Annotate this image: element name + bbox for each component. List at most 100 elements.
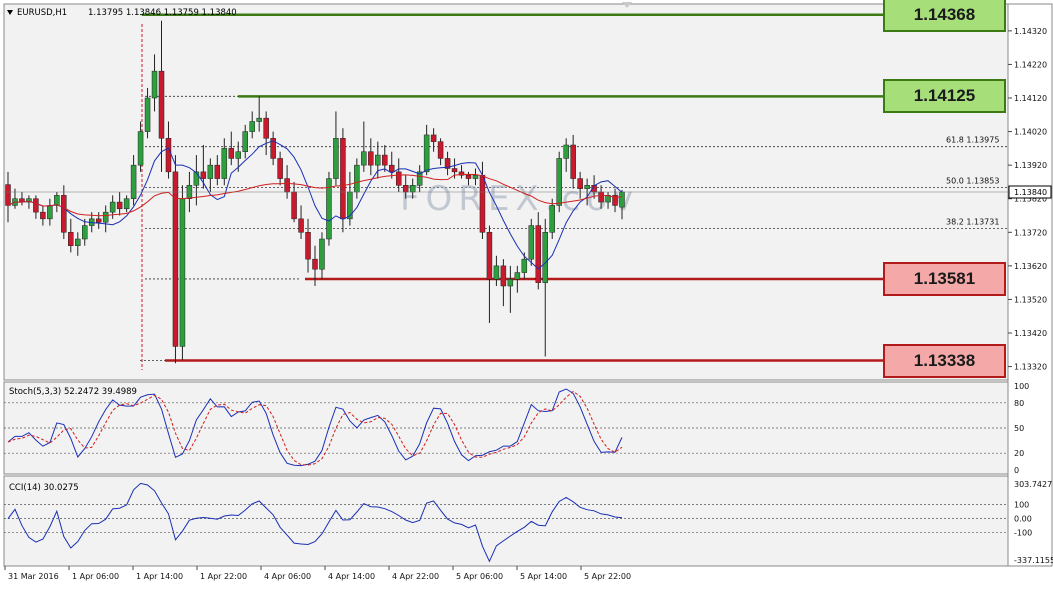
candle-body[interactable]	[430, 134, 437, 142]
candle-body[interactable]	[444, 158, 451, 169]
candle-body[interactable]	[102, 211, 109, 223]
candle-body[interactable]	[556, 158, 562, 206]
candle-body[interactable]	[458, 171, 465, 176]
candle-body[interactable]	[123, 198, 130, 210]
candle-body[interactable]	[368, 151, 374, 166]
candle-body[interactable]	[214, 164, 221, 179]
candle-body[interactable]	[130, 164, 137, 199]
candle-body[interactable]	[402, 185, 409, 193]
candle-body[interactable]	[61, 195, 67, 233]
candle-body[interactable]	[179, 198, 186, 347]
candle-body[interactable]	[172, 171, 179, 347]
candle-body[interactable]	[500, 265, 507, 287]
candle-body[interactable]	[207, 164, 214, 179]
cci-panel[interactable]	[3, 475, 1009, 567]
candle-body[interactable]	[375, 154, 381, 166]
candle-body[interactable]	[144, 97, 151, 132]
candle-body[interactable]	[305, 232, 311, 260]
candle-body[interactable]	[235, 151, 241, 159]
candle-body[interactable]	[340, 138, 346, 220]
candle-body[interactable]	[577, 178, 583, 189]
candle-body[interactable]	[40, 211, 46, 220]
price-axis-label: 1.14020	[1014, 128, 1047, 137]
candle-body[interactable]	[423, 134, 430, 173]
candle-body[interactable]	[347, 191, 353, 220]
candle-body[interactable]	[116, 201, 123, 210]
candle-body[interactable]	[68, 232, 74, 246]
candle-body[interactable]	[319, 238, 325, 270]
candle-body[interactable]	[333, 138, 339, 179]
candle-body[interactable]	[26, 198, 32, 203]
candle-body[interactable]	[584, 185, 590, 189]
candle-body[interactable]	[82, 225, 88, 240]
candle-body[interactable]	[563, 144, 569, 159]
candle-body[interactable]	[200, 171, 207, 179]
candle-body[interactable]	[326, 178, 332, 240]
candle-body[interactable]	[277, 158, 283, 179]
candle-body[interactable]	[33, 198, 39, 213]
candle-body[interactable]	[137, 131, 144, 166]
candle-body[interactable]	[354, 164, 360, 193]
candle-body[interactable]	[361, 151, 367, 166]
cci-axis-label: 0.00	[1014, 515, 1032, 524]
candle-body[interactable]	[242, 131, 248, 152]
candle-body[interactable]	[507, 279, 514, 287]
candle-body[interactable]	[472, 174, 479, 179]
cci-line	[7, 482, 623, 563]
candle-body[interactable]	[5, 184, 11, 206]
candle-body[interactable]	[542, 232, 548, 283]
price-level-box-resistance[interactable]: 1.14125	[883, 79, 1006, 114]
candle-body[interactable]	[298, 218, 304, 233]
candle-body[interactable]	[409, 185, 416, 193]
candle-body[interactable]	[493, 265, 500, 280]
candle-body[interactable]	[109, 201, 116, 213]
price-level-box-support[interactable]: 1.13581	[883, 261, 1006, 296]
candle-body[interactable]	[158, 70, 165, 139]
candle-body[interactable]	[165, 138, 172, 173]
chevron-down-icon[interactable]	[7, 10, 13, 15]
candle-body[interactable]	[270, 138, 276, 159]
candle-body[interactable]	[228, 148, 235, 159]
time-axis-label: 1 Apr 06:00	[72, 572, 119, 581]
price-level-box-support[interactable]: 1.13338	[883, 343, 1006, 378]
candle-body[interactable]	[437, 141, 444, 159]
candle-body[interactable]	[486, 232, 493, 280]
price-level-box-resistance[interactable]: 1.14368	[883, 0, 1006, 32]
candle-body[interactable]	[151, 70, 158, 99]
candle-body[interactable]	[549, 205, 555, 233]
candle-body[interactable]	[312, 258, 318, 270]
candle-body[interactable]	[263, 117, 269, 139]
candle-body[interactable]	[95, 218, 102, 223]
candle-body[interactable]	[535, 225, 542, 283]
candle-body[interactable]	[221, 148, 228, 179]
candle-body[interactable]	[451, 168, 458, 173]
candle-body[interactable]	[284, 178, 290, 193]
candle-body[interactable]	[382, 154, 388, 166]
candle-body[interactable]	[389, 164, 395, 173]
candle-body[interactable]	[256, 117, 262, 122]
candle-body[interactable]	[75, 238, 81, 246]
scroll-marker-icon[interactable]	[622, 2, 632, 8]
candle-body[interactable]	[479, 174, 486, 233]
candle-body[interactable]	[47, 205, 53, 220]
time-axis-label: 1 Apr 22:00	[200, 572, 247, 581]
candle-body[interactable]	[612, 195, 618, 206]
time-axis-label: 5 Apr 22:00	[584, 572, 631, 581]
candle-body[interactable]	[193, 171, 200, 186]
candle-body[interactable]	[249, 121, 255, 132]
candle-body[interactable]	[465, 174, 472, 179]
candle-body[interactable]	[598, 191, 604, 203]
candle-body[interactable]	[528, 225, 535, 260]
candle-body[interactable]	[521, 258, 528, 273]
candle-body[interactable]	[395, 171, 402, 186]
time-axis-label: 5 Apr 06:00	[456, 572, 503, 581]
candle-body[interactable]	[291, 191, 297, 220]
candle-body[interactable]	[416, 171, 423, 186]
fib-level-label: 38.2 1.13731	[946, 218, 999, 227]
candle-body[interactable]	[570, 144, 576, 179]
candle-body[interactable]	[619, 191, 625, 208]
candle-body[interactable]	[54, 195, 60, 206]
candle-body[interactable]	[514, 272, 521, 280]
